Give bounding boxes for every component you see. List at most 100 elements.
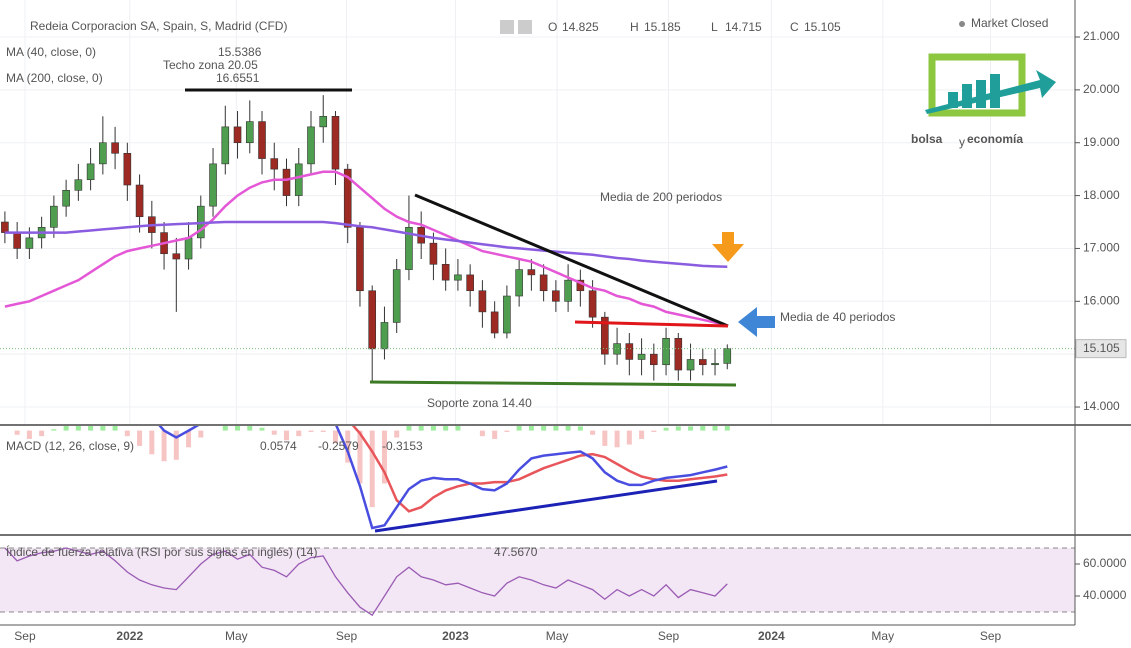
candle-body bbox=[233, 126, 242, 144]
histogram-bar bbox=[259, 427, 265, 431]
histogram-bar bbox=[406, 426, 412, 431]
histogram-bar bbox=[75, 426, 81, 431]
candle-body bbox=[588, 290, 597, 318]
candle-body bbox=[184, 237, 193, 260]
macd-line bbox=[158, 426, 728, 530]
histogram-bar bbox=[296, 430, 302, 437]
main-pane bbox=[0, 0, 1075, 425]
candle-body bbox=[307, 126, 315, 165]
candle-body bbox=[221, 126, 230, 165]
candle-body bbox=[539, 274, 548, 292]
histogram-bar bbox=[394, 430, 400, 438]
x-tick-label: May bbox=[225, 629, 248, 643]
histogram-bar bbox=[173, 430, 179, 460]
candle-body bbox=[662, 338, 670, 366]
histogram-bar bbox=[100, 426, 106, 431]
histogram-bar bbox=[149, 430, 155, 455]
histogram-bar bbox=[724, 426, 730, 431]
histogram-bar bbox=[198, 430, 204, 438]
y-tick-label: 19.000 bbox=[1083, 135, 1120, 149]
histogram-bar bbox=[161, 430, 167, 462]
candle-body bbox=[515, 269, 523, 297]
histogram-bar bbox=[369, 430, 375, 508]
annotation: Media de 200 periodos bbox=[600, 190, 722, 204]
ma-line bbox=[4, 170, 728, 327]
candle-body bbox=[454, 274, 462, 281]
annotation: Soporte zona 14.40 bbox=[427, 396, 532, 410]
histogram-bar bbox=[516, 426, 522, 431]
rsi-title: Índice de fuerza relativa (RSI por sus s… bbox=[6, 544, 317, 559]
histogram-bar bbox=[308, 430, 314, 432]
candle-body bbox=[356, 227, 364, 292]
histogram-bar bbox=[553, 426, 559, 431]
logo-text: y bbox=[959, 135, 965, 149]
ohlc-value: 15.185 bbox=[644, 20, 681, 34]
histogram-bar bbox=[602, 430, 608, 446]
histogram-bar bbox=[112, 426, 118, 431]
candle-body bbox=[405, 227, 413, 270]
candle-body bbox=[613, 343, 621, 355]
candle-body bbox=[123, 152, 132, 186]
x-tick-label: Sep bbox=[336, 629, 358, 643]
histogram-bar bbox=[541, 426, 547, 431]
legend-value: 16.6551 bbox=[216, 71, 260, 85]
last-price-label: 15.105 bbox=[1083, 341, 1120, 355]
y-tick-label: 14.000 bbox=[1083, 399, 1120, 413]
histogram-bar bbox=[14, 430, 20, 435]
orange-arrow bbox=[712, 232, 744, 262]
histogram-bar bbox=[479, 430, 485, 437]
y-tick-label: 40.0000 bbox=[1083, 588, 1127, 602]
histogram-bar bbox=[700, 426, 706, 431]
candle-body bbox=[282, 168, 291, 196]
candle-body bbox=[637, 353, 646, 360]
ohlc-value: 14.715 bbox=[725, 20, 762, 34]
histogram-bar bbox=[332, 430, 338, 444]
histogram-bar bbox=[528, 426, 534, 431]
histogram-bar bbox=[577, 426, 583, 431]
x-tick-label: Sep bbox=[980, 629, 1002, 643]
y-tick-label: 60.0000 bbox=[1083, 556, 1127, 570]
histogram-bar bbox=[124, 430, 130, 437]
icon[interactable] bbox=[500, 20, 514, 34]
rsi-pane bbox=[0, 547, 1075, 617]
candle-body bbox=[650, 353, 658, 366]
candle-body bbox=[74, 179, 83, 191]
ohlc-letter: O bbox=[548, 20, 557, 34]
macd-trend-line bbox=[374, 479, 718, 533]
histogram-bar bbox=[357, 430, 363, 484]
macd-title: MACD (12, 26, close, 9) bbox=[6, 439, 134, 453]
x-tick-label: 2023 bbox=[442, 629, 469, 643]
ohlc-value: 14.825 bbox=[562, 20, 599, 34]
candle-body bbox=[466, 274, 474, 292]
y-tick-label: 21.000 bbox=[1083, 29, 1120, 43]
legend-name: MA (40, close, 0) bbox=[6, 45, 96, 59]
macd-legend: -0.3153 bbox=[382, 439, 423, 453]
histogram-bar bbox=[455, 426, 461, 431]
histogram-bar bbox=[675, 426, 681, 431]
histogram-bar bbox=[271, 430, 277, 435]
red-level-line bbox=[574, 320, 729, 328]
histogram-bar bbox=[63, 426, 69, 431]
y-tick-label: 18.000 bbox=[1083, 188, 1120, 202]
candle-body bbox=[392, 269, 401, 323]
histogram-bar bbox=[39, 430, 45, 437]
x-tick-label: May bbox=[546, 629, 569, 643]
icon[interactable] bbox=[518, 20, 532, 34]
histogram-bar bbox=[320, 430, 326, 432]
candle-body bbox=[99, 142, 107, 165]
rsi-legend: 47.5670 bbox=[494, 545, 538, 559]
histogram-bar bbox=[443, 426, 449, 431]
signal-line bbox=[351, 426, 728, 513]
histogram-bar bbox=[688, 426, 694, 431]
x-tick-label: May bbox=[871, 629, 894, 643]
x-tick-label: Sep bbox=[14, 629, 36, 643]
candle-body bbox=[13, 232, 21, 249]
ohlc-value: 15.105 bbox=[804, 20, 841, 34]
candle-body bbox=[294, 163, 303, 196]
candle-body bbox=[625, 343, 634, 360]
candle-body bbox=[62, 189, 70, 207]
histogram-bar bbox=[663, 427, 669, 431]
candle-body bbox=[527, 269, 536, 276]
